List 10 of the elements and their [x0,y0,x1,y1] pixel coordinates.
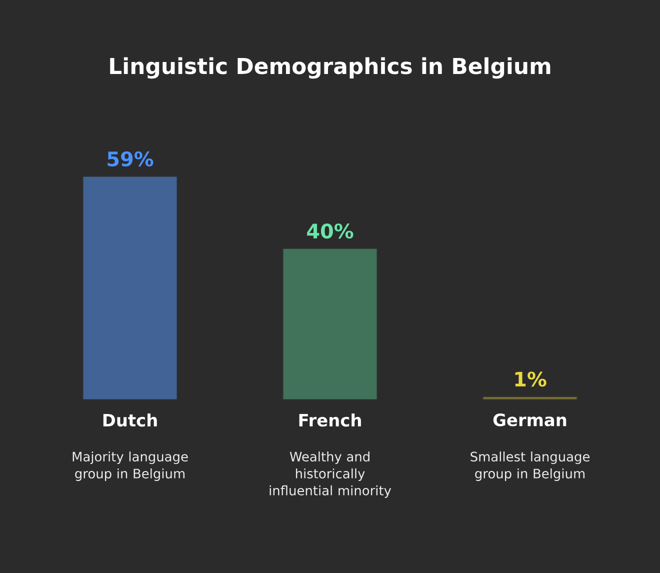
x-tick-label: French [299,414,361,427]
chart-title: Linguistic Demographics in Belgium [110,57,550,79]
text: Wealthy and historically influential minority [270,452,392,498]
x-tick-label: Dutch [103,414,157,427]
text: Smallest language group in Belgium [470,452,590,481]
text: Majority language group in Belgium [72,452,188,481]
data-label: 1% [515,372,546,387]
data-label: 59% [108,151,154,166]
data-label: 40% [307,224,354,239]
x-tick-label: German [493,413,566,426]
